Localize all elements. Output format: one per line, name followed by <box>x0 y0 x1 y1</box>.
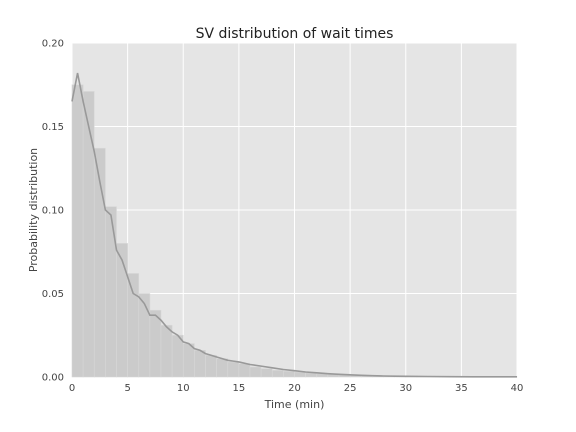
histogram-bar <box>283 370 295 378</box>
histogram-bar <box>205 354 217 378</box>
histogram-bar <box>160 324 173 378</box>
x-tick-label: 10 <box>177 383 190 394</box>
x-tick-label: 35 <box>455 383 468 394</box>
y-tick-labels: 0.00 0.05 0.10 0.15 0.20 <box>42 39 64 384</box>
y-tick-label: 0.10 <box>42 206 64 217</box>
density-line <box>71 72 517 378</box>
x-tick-label: 15 <box>233 383 246 394</box>
histogram-bar <box>216 358 229 378</box>
histogram-bar <box>249 366 262 378</box>
histogram-bar <box>171 334 184 378</box>
histogram-bars <box>71 84 518 378</box>
histogram-bar <box>149 309 162 378</box>
x-tick-label: 20 <box>288 383 301 394</box>
x-tick-label: 0 <box>69 383 75 394</box>
histogram-bar <box>294 371 306 378</box>
histogram-bar <box>105 206 117 378</box>
histogram-bar <box>71 84 84 378</box>
histogram-bar <box>127 273 140 378</box>
histogram-bar <box>182 343 195 378</box>
histogram-bar <box>227 361 240 378</box>
x-tick-label: 5 <box>124 383 130 394</box>
x-axis-label: Time (min) <box>264 398 325 411</box>
x-tick-label: 40 <box>511 383 524 394</box>
x-tick-label: 30 <box>399 383 412 394</box>
x-tick-label: 25 <box>344 383 357 394</box>
y-tick-label: 0.05 <box>42 289 64 300</box>
histogram-bar <box>116 243 128 378</box>
x-tick-labels: 0 5 10 15 20 25 30 35 40 <box>69 383 524 394</box>
histogram-bar <box>138 293 151 378</box>
y-tick-label: 0.15 <box>42 122 64 133</box>
y-tick-label: 0.20 <box>42 39 64 50</box>
y-axis-label: Probability distribution <box>27 148 40 272</box>
histogram-bar <box>238 363 251 378</box>
histogram-bar <box>194 349 206 378</box>
histogram-bar <box>271 370 284 378</box>
histogram-bar <box>260 368 273 378</box>
y-tick-label: 0.00 <box>42 373 64 384</box>
chart-title: SV distribution of wait times <box>196 26 394 42</box>
histogram-bar <box>82 91 95 378</box>
